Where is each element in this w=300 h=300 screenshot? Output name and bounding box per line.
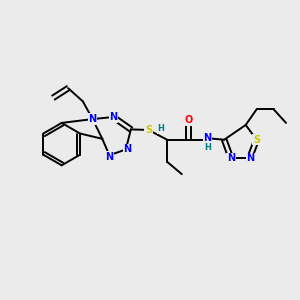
Text: O: O [184, 115, 192, 125]
Text: H: H [157, 124, 164, 133]
Text: N: N [227, 153, 235, 163]
Text: S: S [145, 125, 152, 135]
Text: N: N [109, 112, 117, 122]
Text: N: N [105, 152, 113, 162]
Text: N: N [88, 114, 97, 124]
Text: N: N [123, 144, 131, 154]
Text: N: N [246, 153, 254, 163]
Text: N: N [203, 133, 211, 143]
Text: H: H [204, 143, 211, 152]
Text: S: S [253, 135, 260, 145]
